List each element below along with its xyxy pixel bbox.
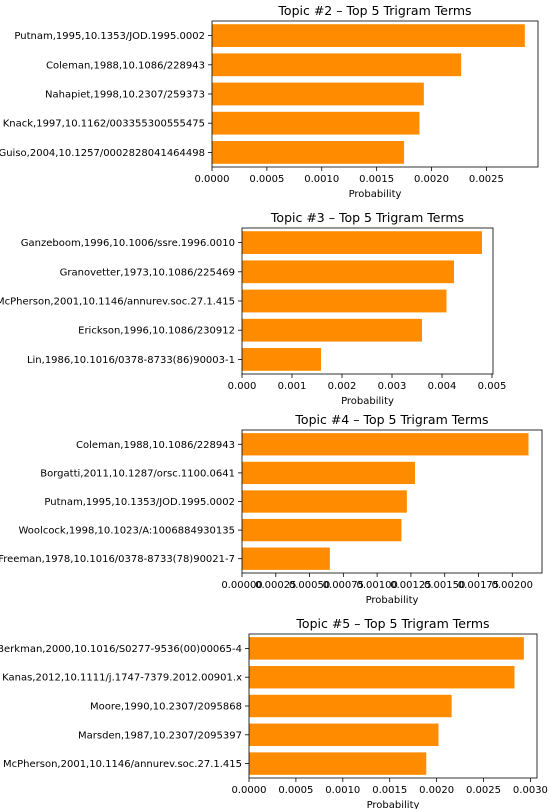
- bar: [242, 547, 330, 570]
- x-tick-label: 0.00050: [289, 580, 330, 591]
- y-tick-label: Coleman,1988,10.1086/228943: [46, 60, 205, 71]
- x-tick-label: 0.001: [278, 381, 307, 392]
- x-tick-label: 0.0000: [232, 785, 267, 796]
- bar: [249, 694, 452, 718]
- x-tick-label: 0.0000: [195, 174, 230, 185]
- x-tick-label: 0.0030: [513, 785, 548, 796]
- y-tick-label: Nahapiet,1998,10.2307/259373: [45, 90, 205, 101]
- y-tick-label: Lin,1986,10.1016/0378-8733(86)90003-1: [27, 355, 235, 366]
- bar: [212, 53, 462, 77]
- bar: [242, 260, 454, 284]
- y-tick-label: Erickson,1996,10.1086/230912: [78, 326, 235, 337]
- chart-title: Topic #5 – Top 5 Trigram Terms: [295, 616, 489, 631]
- y-tick-label: Knack,1997,10.1162/003355300555475: [3, 119, 205, 130]
- x-tick-label: 0.00125: [390, 580, 431, 591]
- bar: [242, 461, 415, 485]
- x-tick-label: 0.003: [378, 381, 407, 392]
- chart-panel-5: Topic #5 – Top 5 Trigram Terms Berkman,20…: [0, 616, 548, 809]
- y-tick-label: Moore,1990,10.2307/2095868: [90, 702, 242, 713]
- plot-frame: [248, 633, 538, 779]
- bar: [242, 231, 482, 254]
- x-tick-label: 0.00025: [255, 580, 296, 591]
- x-tick-label: 0.00200: [492, 580, 533, 591]
- x-tick-label: 0.0010: [325, 785, 360, 796]
- x-tick-label: 0.0005: [249, 174, 284, 185]
- plot-frame: [211, 20, 539, 168]
- chart-panel-3: Topic #3 – Top 5 Trigram Terms Ganzeboom,…: [0, 210, 506, 407]
- x-axis-label: Probability: [366, 595, 419, 606]
- bar: [212, 82, 424, 106]
- plot-frame: [241, 227, 494, 375]
- y-tick-label: Kanas,2012,10.1111/j.1747-7379.2012.0090…: [2, 673, 242, 684]
- bar: [249, 723, 439, 747]
- bar: [249, 665, 515, 689]
- x-tick-label: 0.0015: [372, 785, 407, 796]
- x-tick-label: 0.0010: [304, 174, 339, 185]
- chart-panel-2: Topic #2 – Top 5 Trigram Terms Putnam,199…: [0, 3, 539, 200]
- bar: [212, 111, 420, 135]
- chart-panel-4: Topic #4 – Top 5 Trigram Terms Coleman,19…: [0, 412, 543, 606]
- y-tick-label: McPherson,2001,10.1146/annurev.soc.27.1.…: [3, 759, 242, 770]
- chart-title: Topic #3 – Top 5 Trigram Terms: [270, 210, 464, 225]
- bar: [242, 490, 407, 513]
- chart-title: Topic #4 – Top 5 Trigram Terms: [294, 412, 488, 427]
- y-tick-label: Marsden,1987,10.2307/2095397: [78, 730, 242, 741]
- y-tick-label: Coleman,1988,10.1086/228943: [76, 440, 235, 451]
- x-tick-label: 0.00100: [356, 580, 397, 591]
- x-tick-label: 0.00175: [458, 580, 499, 591]
- x-tick-label: 0.00000: [221, 580, 262, 591]
- y-tick-label: Granovetter,1973,10.1086/225469: [60, 267, 235, 278]
- y-tick-label: Guiso,2004,10.1257/0002828041464498: [0, 148, 205, 159]
- y-tick-label: Berkman,2000,10.1016/S0277-9536(00)00065…: [0, 644, 242, 655]
- y-tick-label: Ganzeboom,1996,10.1006/ssre.1996.0010: [21, 238, 235, 249]
- x-tick-label: 0.002: [328, 381, 357, 392]
- bar: [242, 433, 529, 456]
- x-tick-label: 0.0020: [414, 174, 449, 185]
- x-tick-label: 0.0015: [359, 174, 394, 185]
- x-tick-label: 0.000: [228, 381, 257, 392]
- bar: [242, 518, 402, 542]
- y-tick-label: Putnam,1995,10.1353/JOD.1995.0002: [14, 31, 205, 42]
- bar: [242, 318, 422, 342]
- chart-title: Topic #2 – Top 5 Trigram Terms: [277, 3, 471, 18]
- x-tick-label: 0.00150: [424, 580, 465, 591]
- bar: [249, 752, 427, 775]
- x-tick-label: 0.0020: [419, 785, 454, 796]
- bar: [212, 24, 525, 47]
- bar: [212, 141, 405, 164]
- x-tick-label: 0.0025: [466, 785, 501, 796]
- x-axis-label: Probability: [341, 396, 394, 407]
- x-tick-label: 0.0025: [469, 174, 504, 185]
- x-tick-label: 0.0005: [278, 785, 313, 796]
- bar: [242, 289, 447, 313]
- x-axis-label: Probability: [349, 189, 402, 200]
- x-axis-label: Probability: [367, 800, 420, 809]
- x-tick-label: 0.005: [478, 381, 507, 392]
- bar: [249, 637, 524, 660]
- y-tick-label: Freeman,1978,10.1016/0378-8733(78)90021-…: [0, 554, 235, 565]
- y-tick-label: Borgatti,2011,10.1287/orsc.1100.0641: [40, 468, 235, 479]
- y-tick-label: McPherson,2001,10.1146/annurev.soc.27.1.…: [0, 297, 235, 308]
- x-tick-label: 0.00075: [323, 580, 364, 591]
- plot-frame: [241, 429, 543, 574]
- y-tick-label: Putnam,1995,10.1353/JOD.1995.0002: [44, 497, 235, 508]
- bar: [242, 348, 321, 371]
- x-tick-label: 0.004: [428, 381, 457, 392]
- y-tick-label: Woolcock,1998,10.1023/A:1006884930135: [19, 526, 236, 537]
